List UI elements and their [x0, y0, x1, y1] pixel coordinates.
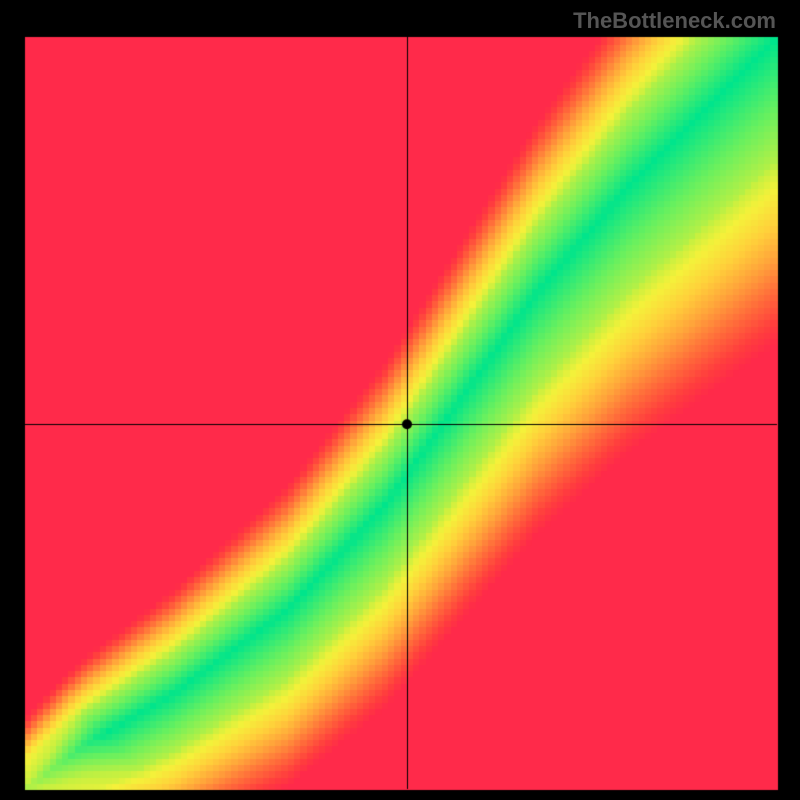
heatmap-canvas [0, 0, 800, 800]
watermark-text: TheBottleneck.com [573, 8, 776, 34]
